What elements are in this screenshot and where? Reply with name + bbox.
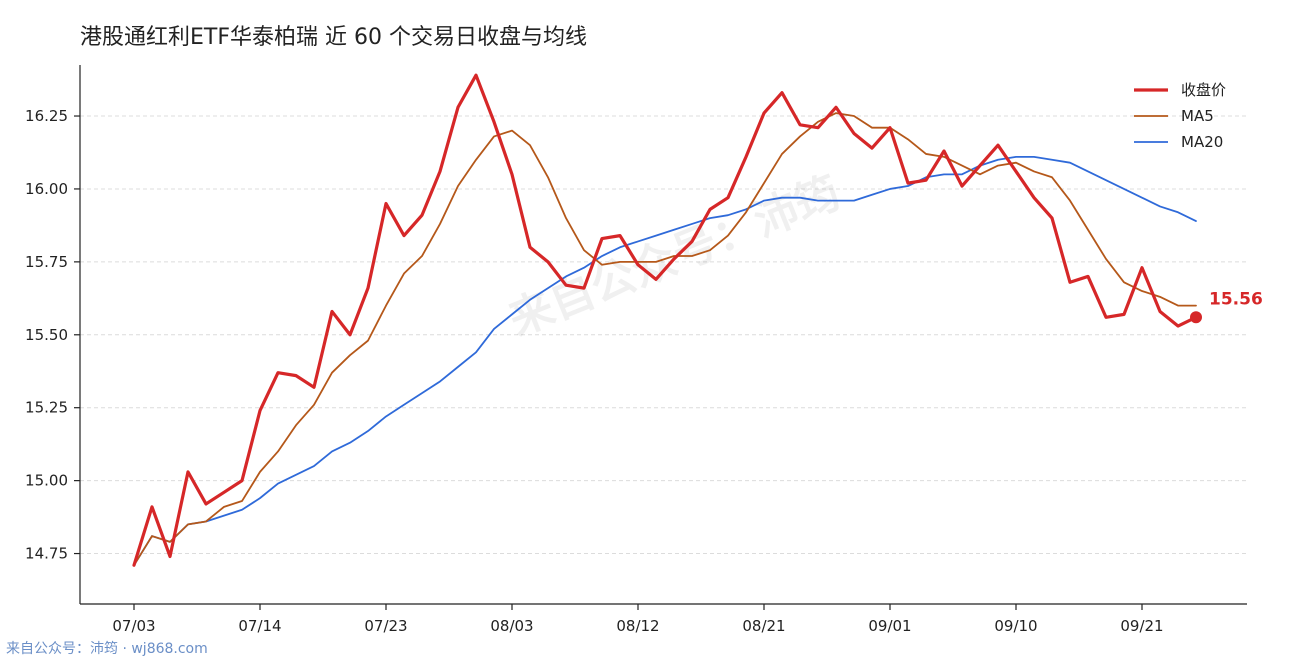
x-tick-label: 08/03 [490,617,533,635]
close-price-line [132,73,1198,567]
last-value-label: 15.56 [1209,289,1263,309]
y-tick-label: 15.25 [25,399,68,417]
x-tick-label: 09/21 [1120,617,1163,635]
y-tick-label: 14.75 [25,545,68,563]
legend: 收盘价 MA5 MA20 [1134,81,1226,151]
last-point-marker [1190,311,1202,324]
legend-item-ma5: MA5 [1134,107,1214,125]
y-tick-label: 15.75 [25,253,68,271]
legend-label: MA20 [1181,133,1223,151]
y-tick-label: 15.50 [25,326,68,344]
footer-text: 来自公众号：沛筠 · wj868.com [6,640,208,657]
x-tick-label: 08/21 [742,617,785,635]
y-tick-label: 16.00 [25,180,68,198]
ma5-line [133,112,1197,567]
x-tick-label: 09/10 [994,617,1037,635]
x-axis-ticks: 07/03 07/14 07/23 08/03 08/12 08/21 09/01 09/10… [112,604,1164,635]
gridlines [80,115,1247,555]
legend-item-close: 收盘价 [1134,81,1226,99]
x-tick-label: 09/01 [868,617,911,635]
legend-label: MA5 [1181,107,1214,125]
legend-label: 收盘价 [1181,81,1226,99]
x-tick-label: 08/12 [616,617,659,635]
ma20-line [133,155,1197,567]
x-tick-label: 07/23 [364,617,407,635]
x-tick-label: 07/03 [112,617,155,635]
x-tick-label: 07/14 [238,617,281,635]
chart-title: 港股通红利ETF华泰柏瑞 近 60 个交易日收盘与均线 [80,25,587,50]
legend-item-ma20: MA20 [1134,133,1223,151]
y-axis-ticks: 14.75 15.00 15.25 15.50 15.75 16.00 16.25 [25,107,80,563]
y-tick-label: 15.00 [25,472,68,490]
series-layer [132,73,1202,567]
y-tick-label: 16.25 [25,107,68,125]
